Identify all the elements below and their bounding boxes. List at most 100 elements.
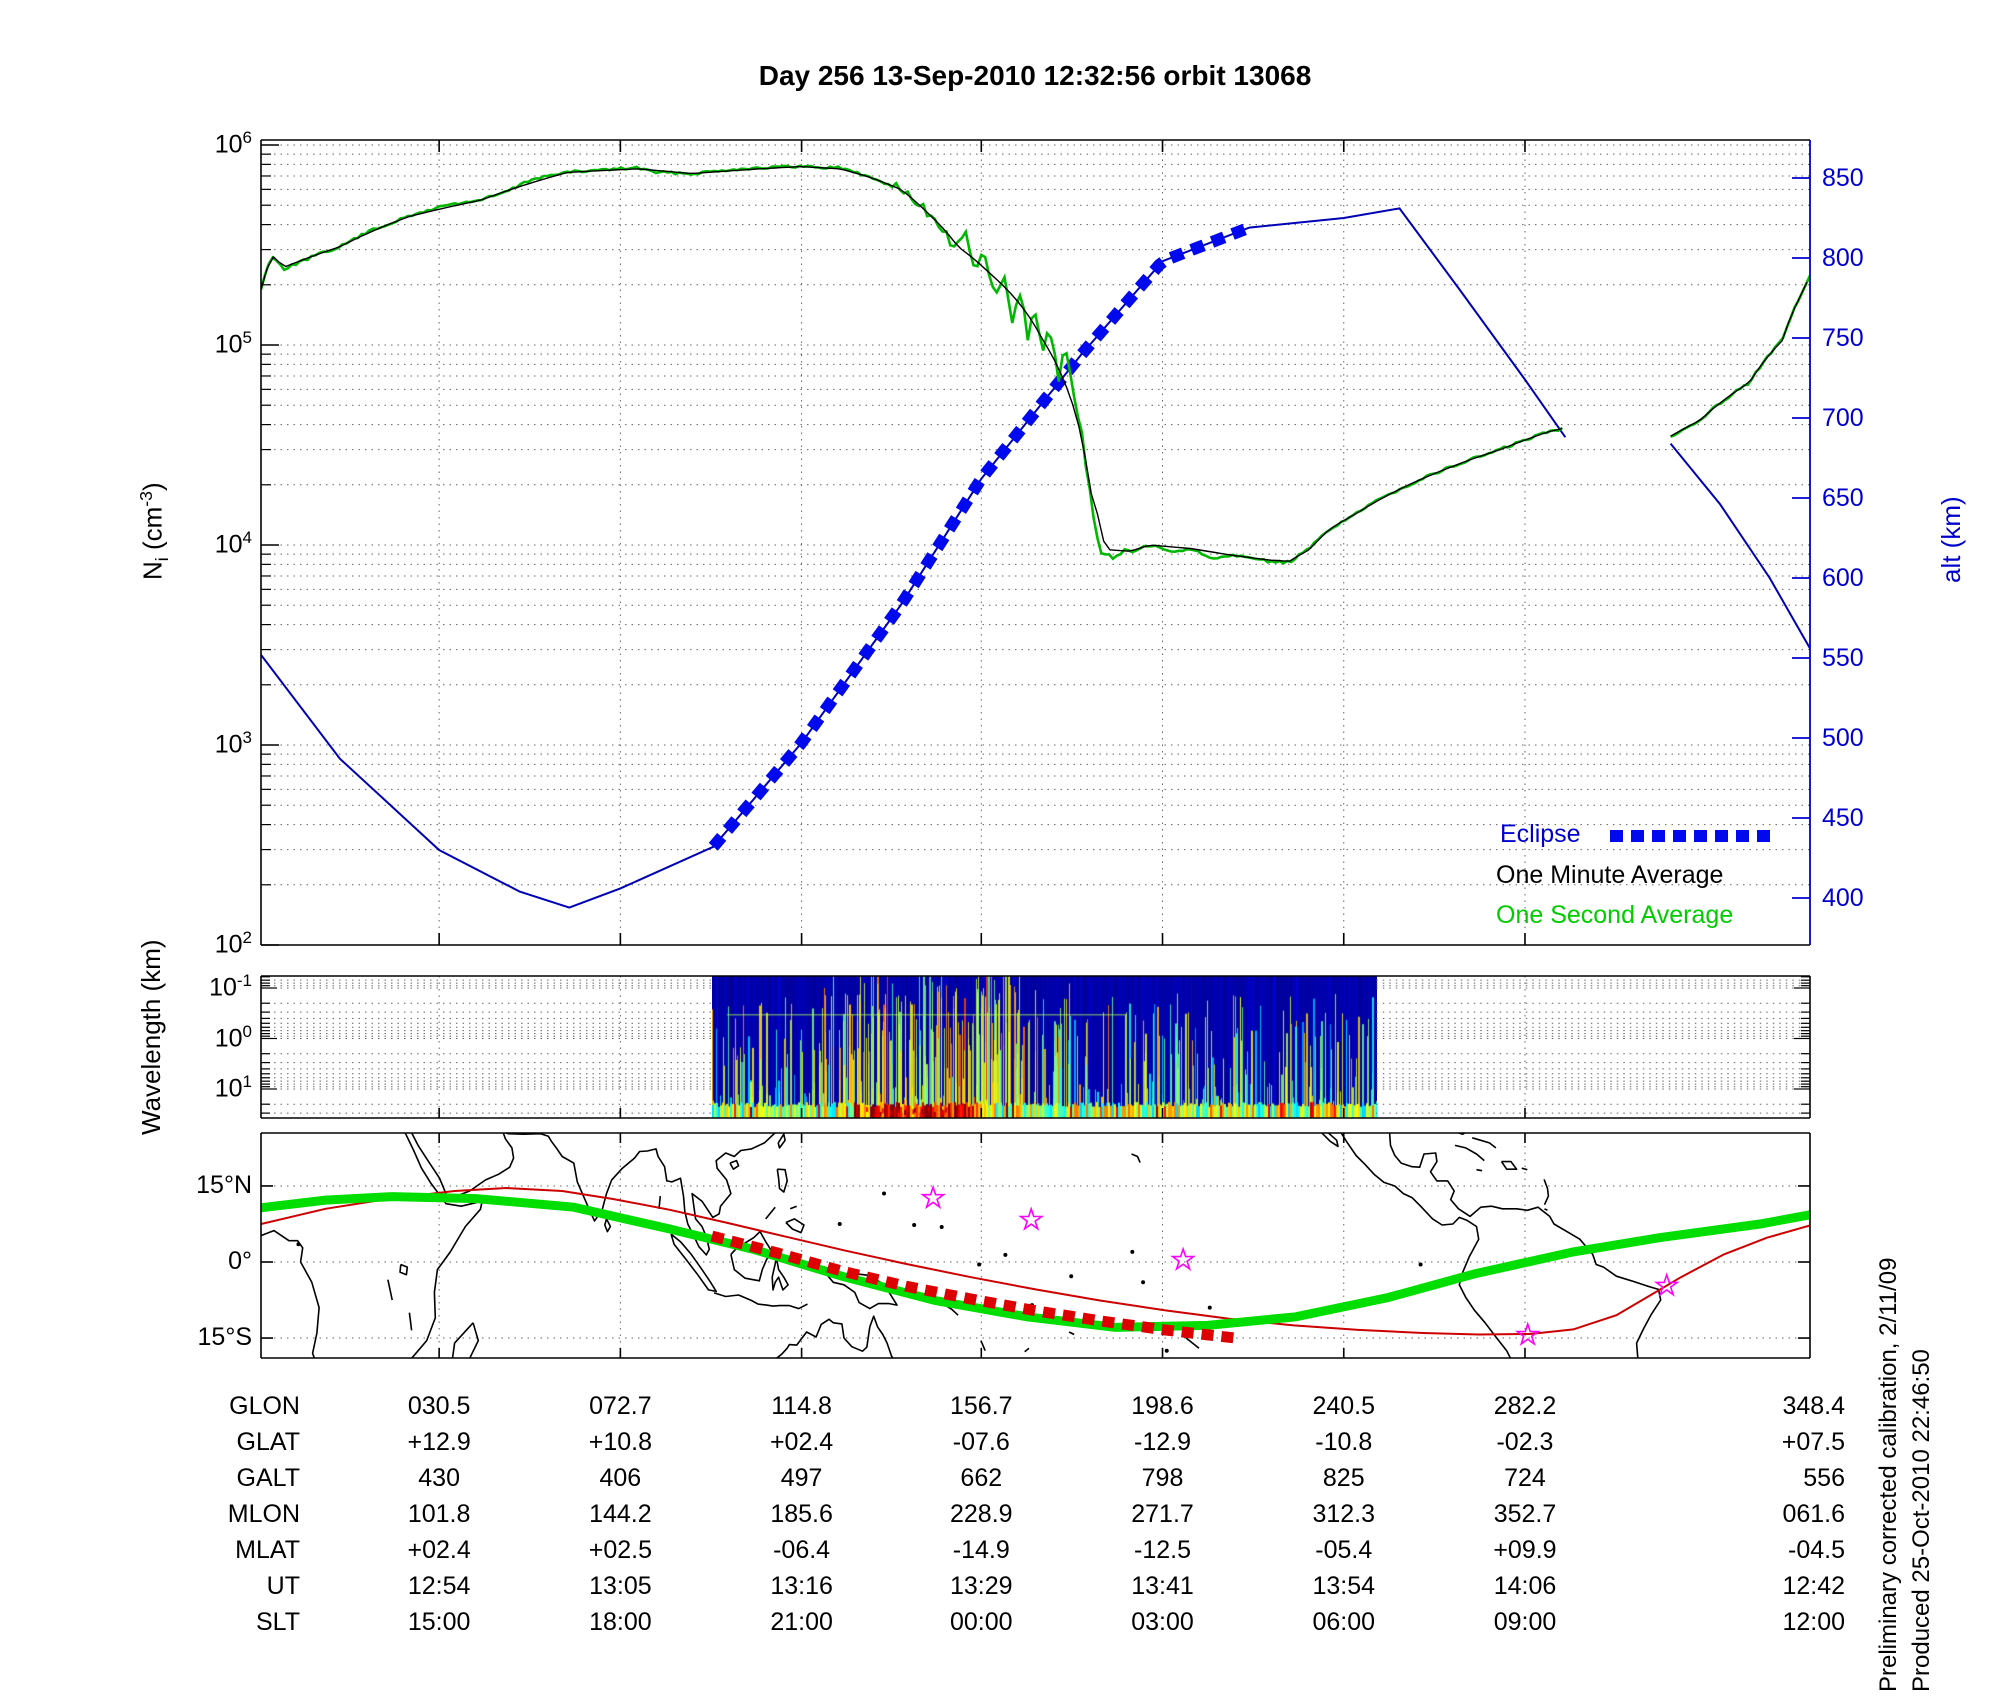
table-cell: -14.9 [952,1536,1010,1564]
wavelength-tick-label: 101 [214,1072,252,1103]
coastline [729,1159,740,1170]
coastline [1185,1337,1200,1349]
ni-tick-label: 106 [214,128,252,159]
table-cell: 061.6 [1782,1500,1845,1528]
coastline [261,1229,320,1358]
table-row-label: SLT [256,1608,300,1636]
table-cell: 072.7 [589,1392,652,1420]
coastline [1454,1144,1485,1162]
table-cell: 13:41 [1131,1572,1194,1600]
coastline [1068,1331,1075,1336]
table-cell: +09.9 [1493,1536,1557,1564]
table-cell: -05.4 [1315,1536,1373,1564]
ni-panel-grid [261,140,1810,945]
table-cell: 114.8 [771,1392,832,1420]
table-cell: 825 [1322,1464,1365,1492]
island-dot [939,1225,944,1230]
map-lat-label: 0° [228,1247,252,1275]
ground-station-star [1653,1272,1680,1297]
map-panel-grid [261,1133,1810,1358]
island-dot [1207,1305,1212,1310]
one-minute-curve [1670,281,1808,437]
ground-station-star [1170,1246,1196,1271]
table-cell: 101.8 [407,1500,471,1528]
island-dot [882,1191,887,1196]
table-cell: 240.5 [1312,1392,1376,1420]
table-cell: -07.6 [952,1428,1010,1456]
table-cell: 14:06 [1493,1572,1557,1600]
altitude-curve [1669,442,1810,649]
side-note-line1: Preliminary corrected calibration, 2/11/… [1875,1257,1902,1692]
legend-one-minute-label: One Minute Average [1496,861,1724,889]
one-minute-curve [261,165,1563,562]
side-note-line2: Produced 25-Oct-2010 22:46:50 [1908,1349,1935,1692]
island-dot [296,1242,301,1247]
magnetic-equator-line [261,1186,1810,1336]
table-cell: 556 [1803,1464,1845,1492]
table-cell: 156.7 [950,1392,1013,1420]
island-dot [1003,1252,1008,1257]
table-cell: 12:54 [407,1572,471,1600]
alt-tick-label: 750 [1822,324,1864,352]
coastline [777,1133,786,1149]
coastline [387,1279,393,1301]
map-lat-label: 15°N [196,1170,252,1199]
coastline [505,1133,776,1256]
coastline [410,1133,515,1198]
coastline [765,1206,776,1220]
ni-tick-label: 103 [214,728,252,759]
coastline [1521,1167,1528,1171]
table-cell: 352.7 [1493,1500,1557,1528]
table-cell: 13:05 [589,1572,652,1600]
legend-eclipse-label: Eclipse [1500,820,1581,848]
table-row-label: MLON [227,1500,300,1528]
alt-tick-label: 600 [1822,564,1864,592]
island-dot [1418,1262,1423,1267]
coastline [1471,1137,1497,1149]
table-cell: 430 [418,1464,460,1492]
table-cell: +12.9 [407,1428,471,1456]
table-cell: 03:00 [1131,1608,1194,1636]
ni-tick-label: 102 [214,928,252,959]
table-cell: 00:00 [950,1608,1013,1636]
ni-tick-label: 104 [214,528,252,559]
table-cell: -02.3 [1496,1428,1554,1456]
ni-tick-label: 105 [214,328,252,359]
wavelength-panel-grid [261,976,1810,1118]
island-dot [977,1262,982,1267]
table-cell: -04.5 [1788,1536,1845,1564]
table-cell: 18:00 [589,1608,652,1636]
ni-panel-box [260,139,1810,946]
table-cell: 198.6 [1131,1392,1194,1420]
eclipse-curve [708,223,1249,851]
table-row-label: MLAT [235,1536,300,1564]
coastline [1321,1133,1339,1148]
coastline [789,1205,797,1210]
coastline [713,1292,808,1310]
alt-tick-label: 650 [1822,484,1864,512]
table-cell: 798 [1141,1464,1184,1492]
coastline [404,1133,484,1358]
map-lat-label: 15°S [197,1323,252,1352]
table-cell: 21:00 [770,1608,833,1636]
coastline [408,1312,413,1331]
table-cell: -12.9 [1134,1428,1191,1456]
coastline [1543,1179,1550,1206]
coastline [775,1315,894,1358]
ground-station-star [1018,1206,1045,1231]
coastline [1476,1168,1483,1172]
one-second-curve [1670,275,1810,438]
page-title: Day 256 13-Sep-2010 12:32:56 orbit 13068 [758,60,1312,91]
altitude-curve [261,207,1567,909]
table-cell: 030.5 [407,1392,471,1420]
table-row-label: GLON [229,1392,300,1420]
map-panel-box [260,1132,1810,1359]
coastline [776,1168,789,1193]
table-cell: -10.8 [1315,1428,1373,1456]
alt-tick-label: 450 [1822,804,1864,832]
coastline [399,1263,409,1276]
side-note: Preliminary corrected calibration, 2/11/… [1872,1258,1938,1692]
coastline [1131,1153,1141,1163]
